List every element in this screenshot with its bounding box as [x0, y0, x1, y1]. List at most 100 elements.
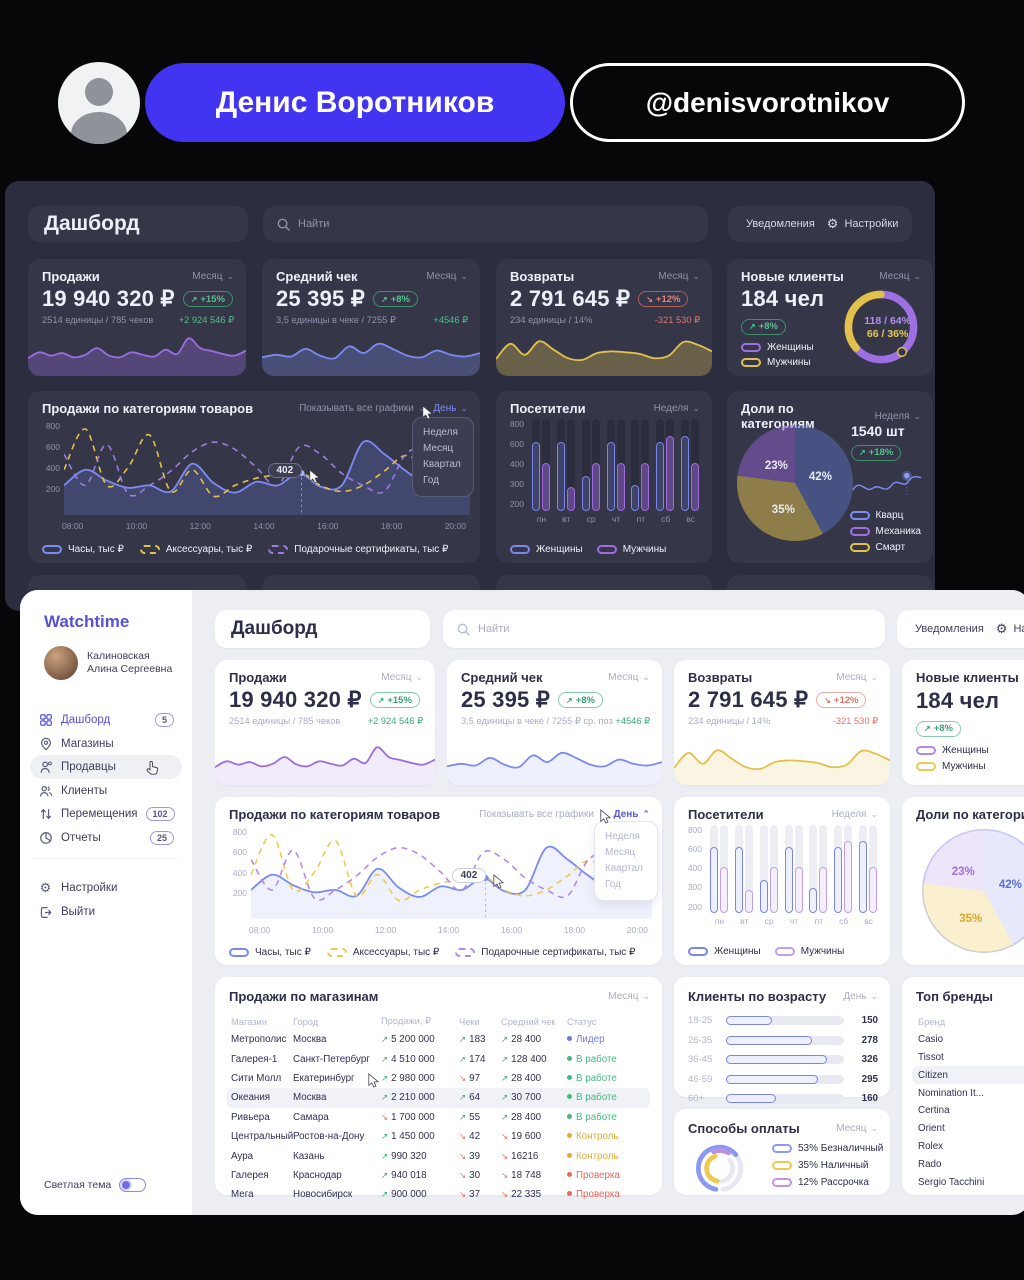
- gear-icon[interactable]: ⚙: [995, 621, 1008, 636]
- notifications-button[interactable]: Уведомления: [746, 218, 815, 230]
- period-select[interactable]: Месяц ⌄: [836, 672, 878, 683]
- y-axis-label: 300: [687, 882, 702, 892]
- period-select[interactable]: Месяц ⌄: [879, 271, 921, 282]
- gear-icon: ⚙: [39, 880, 52, 895]
- table-row[interactable]: Галерея-1 Санкт-Петербург ↗ 4 510 000 ↗ 174 ↗ 1…: [227, 1049, 650, 1068]
- table-row[interactable]: Центральный Ростов-на-Дону ↗ 1 450 000 ↘ 42 ↘ 1…: [227, 1127, 650, 1146]
- period-select[interactable]: День ⌃: [613, 809, 650, 820]
- x-axis-label: 10:00: [125, 521, 148, 531]
- settings-button[interactable]: Настройки: [844, 218, 899, 230]
- table-row[interactable]: Метрополис Москва ↗ 5 200 000 ↗ 183 ↗ 28 400 Лид…: [227, 1030, 650, 1049]
- legend-item: Смарт: [849, 542, 922, 553]
- period-select[interactable]: Месяц ⌄: [658, 271, 700, 282]
- bar: [869, 867, 878, 913]
- period-select[interactable]: День ⌄: [843, 991, 878, 1002]
- legend-label: Женщины: [767, 341, 814, 353]
- period-select[interactable]: Месяц ⌄: [608, 991, 650, 1002]
- sidebar-user[interactable]: Калиновская Алина Сергеевна: [44, 646, 172, 680]
- cell-checks: ↘ 30: [459, 1169, 481, 1181]
- gear-icon[interactable]: ⚙: [826, 216, 839, 231]
- table-row[interactable]: Tissot1 120 900: [912, 1049, 1024, 1067]
- gender-donut-chart: [844, 290, 918, 364]
- card-title: Новые клиенты: [916, 670, 1019, 685]
- dropdown-option[interactable]: Год: [423, 475, 439, 486]
- table-row[interactable]: Сити Молл Екатеринбург ↗ 2 980 000 ↘ 97 ↗ 28 40…: [227, 1069, 650, 1088]
- period-select[interactable]: Неделя ⌄: [874, 410, 921, 422]
- search-input[interactable]: Найти: [263, 206, 708, 242]
- bar: [532, 442, 540, 511]
- search-input[interactable]: Найти: [443, 610, 885, 648]
- y-axis-label: 600: [687, 844, 702, 854]
- bar: [784, 847, 793, 913]
- period-dropdown: Неделя Месяц Квартал Год: [594, 821, 658, 901]
- notifications-button[interactable]: Уведомления: [915, 623, 984, 635]
- kpi-value: 2 791 645 ₽: [510, 286, 631, 311]
- kpi-card-light: Возвраты Месяц ⌄ 2 791 645 ₽ ↘ +12% 234 единиц…: [674, 660, 890, 785]
- table-row[interactable]: Ривьера Самара ↘ 1 700 000 ↗ 55 ↗ 28 400 В работ…: [227, 1108, 650, 1127]
- sidebar-item-4[interactable]: Клиенты: [30, 779, 182, 803]
- table-row[interactable]: Certina730 685: [912, 1102, 1024, 1120]
- table-row[interactable]: Orient690 275: [912, 1120, 1024, 1138]
- y-axis-label: 400: [45, 463, 60, 473]
- table-row[interactable]: Sergio Tacchini325 450: [912, 1173, 1024, 1191]
- period-select[interactable]: День ⌄: [433, 403, 468, 414]
- kpi-value-row: 2 791 645 ₽ ↘ +12%: [496, 284, 712, 312]
- legend-label: Мужчины: [767, 356, 811, 368]
- legend-label: Часы, тыс ₽: [68, 544, 124, 555]
- table-row[interactable]: Citizen980 387: [912, 1066, 1024, 1085]
- theme-toggle[interactable]: [119, 1178, 147, 1192]
- cell-sales: ↗ 900 000: [381, 1189, 427, 1201]
- settings-button[interactable]: Настройки: [1013, 623, 1024, 635]
- dropdown-option[interactable]: Квартал: [423, 459, 461, 470]
- table-row[interactable]: Casio1 250 500: [912, 1031, 1024, 1049]
- table-row[interactable]: Аура Казань ↗ 990 320 ↘ 39 ↘ 16216 Контроль: [227, 1146, 650, 1165]
- dropdown-option[interactable]: Месяц: [423, 443, 454, 454]
- table-row[interactable]: Rado378 254: [912, 1155, 1024, 1173]
- mini-sparkline: [852, 470, 922, 495]
- age-bar-track: [726, 1016, 844, 1026]
- bar-track: [744, 825, 753, 913]
- pie-slice-label: 35%: [771, 503, 795, 516]
- period-select[interactable]: Неделя ⌄: [831, 809, 878, 820]
- kpi-head: Средний чек Месяц ⌄: [447, 660, 662, 685]
- kpi-card-dark: Средний чек Месяц ⌄ 25 395 ₽ ↗ +8% 3,5 единицы…: [262, 259, 480, 376]
- table-row[interactable]: Галерея Краснодар ↗ 940 018 ↘ 30 ↘ 18 748 Провер…: [227, 1166, 650, 1185]
- table-row[interactable]: Rolex555 112: [912, 1138, 1024, 1156]
- table-row[interactable]: Океания Москва ↗ 2 210 000 ↗ 64 ↗ 30 700 В работ…: [227, 1088, 650, 1108]
- show-all-graphs-select[interactable]: Показывать все графики⌄: [479, 809, 605, 820]
- sidebar-item-2[interactable]: Магазины: [30, 732, 182, 756]
- cell-city: Краснодар: [293, 1169, 342, 1181]
- sidebar-footer-item-1[interactable]: ⚙ Настройки: [30, 876, 182, 900]
- dropdown-option[interactable]: Месяц: [605, 847, 636, 858]
- period-select[interactable]: Месяц ⌄: [381, 672, 423, 683]
- card-title: Продажи по категориям товаров: [42, 401, 254, 416]
- cell-sales: ↗ 940 018: [381, 1169, 427, 1181]
- period-select[interactable]: Месяц ⌄: [192, 271, 234, 282]
- y-axis-label: 600: [509, 439, 524, 449]
- pie-slice-label: 35%: [959, 913, 983, 926]
- x-axis-labels: 08:00 10:00 12:00 14:00 16:00 18:00 20:00: [249, 925, 648, 935]
- period-select[interactable]: Неделя ⌄: [653, 403, 700, 414]
- legend-swatch-icon: [774, 947, 795, 956]
- period-select[interactable]: Месяц ⌄: [426, 271, 468, 282]
- cell-sales: ↗ 4 510 000: [381, 1053, 435, 1065]
- x-axis-label: пт: [814, 916, 824, 926]
- kpi-card-light: Средний чек Месяц ⌄ 25 395 ₽ ↗ +8% 3,5 единицы…: [447, 660, 662, 785]
- sidebar-footer-item-2[interactable]: Выйти: [30, 900, 182, 924]
- dropdown-option[interactable]: Квартал: [605, 863, 643, 874]
- bar-track: [566, 419, 575, 511]
- period-select[interactable]: Месяц ⌄: [608, 672, 650, 683]
- dropdown-option[interactable]: Год: [605, 879, 621, 890]
- dropdown-option[interactable]: Неделя: [605, 831, 640, 842]
- dropdown-option[interactable]: Неделя: [423, 427, 458, 438]
- sidebar-item-1[interactable]: Дашборд 5: [30, 708, 182, 732]
- sidebar-item-5[interactable]: Перемещения 102: [30, 802, 182, 826]
- show-all-graphs-select[interactable]: Показывать все графики⌄: [299, 403, 426, 414]
- period-select[interactable]: Месяц ⌄: [836, 1123, 878, 1134]
- table-row[interactable]: Nomination It...875 831: [912, 1084, 1024, 1102]
- bar-track: [556, 419, 565, 511]
- sidebar-item-3[interactable]: Продавцы: [30, 755, 182, 779]
- table-row[interactable]: Мега Новосибирск ↗ 900 000 ↘ 37 ↘ 22 335 Проверк…: [227, 1185, 650, 1204]
- x-axis-label: 14:00: [437, 925, 460, 935]
- sidebar-item-6[interactable]: Отчеты 25: [30, 826, 182, 850]
